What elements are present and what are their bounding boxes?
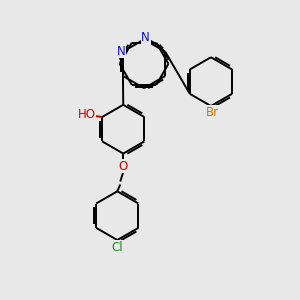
Text: HO: HO	[78, 108, 96, 121]
Text: N: N	[141, 32, 150, 44]
Text: O: O	[118, 160, 128, 172]
Text: Br: Br	[206, 106, 219, 119]
Text: N: N	[117, 44, 126, 58]
Text: Cl: Cl	[112, 241, 123, 254]
